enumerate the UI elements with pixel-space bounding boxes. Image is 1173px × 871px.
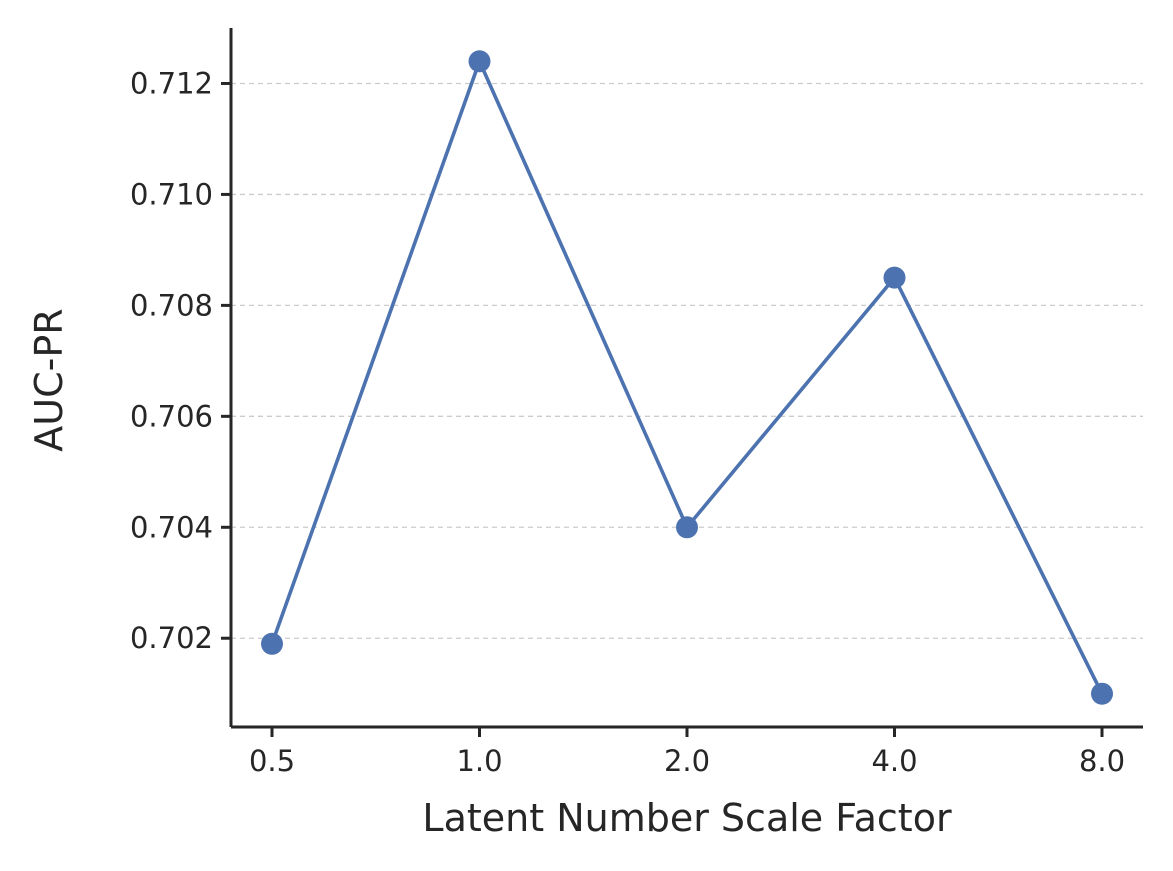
series <box>261 50 1113 705</box>
y-tick-label: 0.708 <box>130 288 213 322</box>
x-tick-label: 2.0 <box>664 744 710 778</box>
x-tick-label: 0.5 <box>249 744 295 778</box>
x-ticks: 0.5 1.0 2.0 4.0 8.0 <box>249 727 1125 778</box>
series-line <box>270 59 1104 696</box>
y-tick-label: 0.710 <box>130 177 213 211</box>
grid-lines <box>231 82 1143 639</box>
y-tick-label: 0.704 <box>130 510 213 544</box>
x-tick-label: 4.0 <box>871 744 917 778</box>
y-ticks: 0.702 0.704 0.706 0.708 0.710 0.712 <box>130 66 231 655</box>
data-point <box>1091 682 1113 705</box>
data-point <box>261 632 283 655</box>
y-tick-label: 0.706 <box>130 399 213 433</box>
y-tick-label: 0.702 <box>130 621 213 655</box>
y-tick-label: 0.712 <box>130 66 213 100</box>
data-point <box>676 516 698 539</box>
x-tick-label: 8.0 <box>1079 744 1125 778</box>
data-point <box>883 266 906 289</box>
y-axis-title: AUC-PR <box>27 308 71 451</box>
x-axis-title: Latent Number Scale Factor <box>422 796 952 840</box>
x-tick-label: 1.0 <box>456 744 502 778</box>
data-point <box>468 50 491 73</box>
